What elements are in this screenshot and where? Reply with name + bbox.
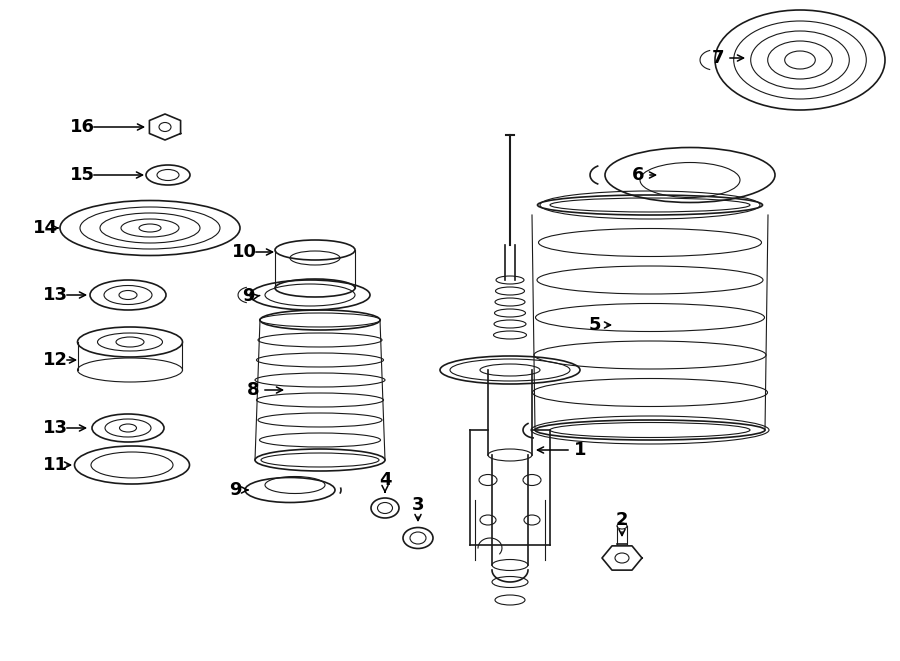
Text: 16: 16 <box>69 118 94 136</box>
Text: 3: 3 <box>412 496 424 514</box>
Text: 6: 6 <box>632 166 644 184</box>
Text: 5: 5 <box>589 316 601 334</box>
Text: 1: 1 <box>574 441 586 459</box>
Text: 11: 11 <box>42 456 68 474</box>
Text: 14: 14 <box>32 219 58 237</box>
Text: 9: 9 <box>229 481 241 499</box>
Text: 2: 2 <box>616 511 628 529</box>
Text: 4: 4 <box>379 471 392 489</box>
Text: 13: 13 <box>42 419 68 437</box>
Text: 9: 9 <box>242 287 254 305</box>
Text: 8: 8 <box>247 381 259 399</box>
Text: 12: 12 <box>42 351 68 369</box>
Text: 7: 7 <box>712 49 724 67</box>
Text: 10: 10 <box>231 243 256 261</box>
Text: 13: 13 <box>42 286 68 304</box>
Text: 15: 15 <box>69 166 94 184</box>
